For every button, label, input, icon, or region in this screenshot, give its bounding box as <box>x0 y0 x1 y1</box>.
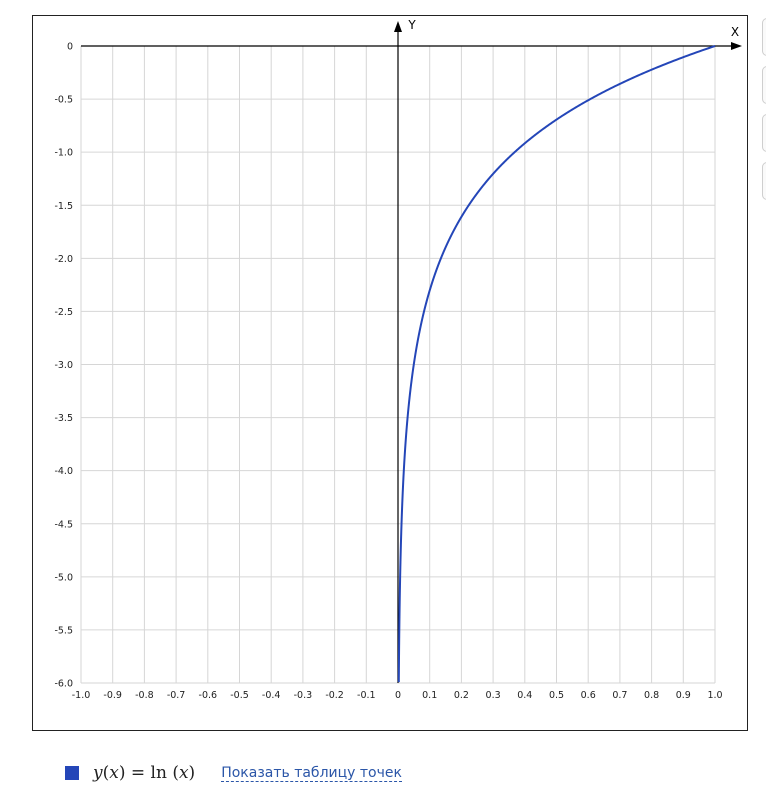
show-points-table-link[interactable]: Показать таблицу точек <box>221 764 402 782</box>
formula-x2: x <box>178 763 189 783</box>
x-tick-label: -0.3 <box>294 690 313 701</box>
y-tick-label: -4.5 <box>54 519 73 530</box>
x-tick-label: 0.3 <box>486 690 501 701</box>
y-tick-label: -0.5 <box>54 95 73 106</box>
x-tick-label: -0.1 <box>357 690 376 701</box>
fullscreen-button[interactable] <box>762 162 766 200</box>
x-tick-label: 0 <box>395 690 401 701</box>
x-tick-label: 1.0 <box>707 690 722 701</box>
x-tick-label: -0.4 <box>262 690 281 701</box>
x-tick-label: 0.2 <box>454 690 469 701</box>
y-tick-label: -2.0 <box>54 254 73 265</box>
y-tick-label: -5.0 <box>54 572 73 583</box>
x-tick-label: 0.5 <box>549 690 564 701</box>
x-tick-label: 0.4 <box>517 690 532 701</box>
x-tick-label: -0.5 <box>230 690 249 701</box>
x-tick-label: 0.1 <box>422 690 437 701</box>
y-tick-label: -2.5 <box>54 307 73 318</box>
formula-y: y <box>93 763 103 783</box>
x-tick-label: 0.8 <box>644 690 659 701</box>
formula-middle: ) = ln ( <box>118 763 179 783</box>
y-tick-label: 0 <box>67 42 73 53</box>
x-tick-label: -0.9 <box>103 690 122 701</box>
chart-frame: X Y -1.0 -0.9 -0.8 -0.7 -0.6 -0.5 -0.4 -0.3 -0.2 -0… <box>32 15 748 731</box>
y-tick-label: -1.5 <box>54 201 73 212</box>
legend-swatch <box>65 766 79 780</box>
x-tick-label: -1.0 <box>72 690 91 701</box>
formula-paren-open: ( <box>102 763 110 783</box>
x-axis-label: X <box>731 25 739 39</box>
y-tick-label: -5.5 <box>54 625 73 636</box>
x-tick-label: 0.9 <box>676 690 691 701</box>
chart-legend: y(x) = ln (x) Показать таблицу точек <box>65 760 402 786</box>
zoom-out-button[interactable] <box>762 66 766 104</box>
y-axis-arrow <box>394 21 402 32</box>
chart-svg: X Y -1.0 -0.9 -0.8 -0.7 -0.6 -0.5 -0.4 -0.3 -0.2 -0… <box>54 18 742 701</box>
x-tick-label: -0.8 <box>135 690 154 701</box>
y-tick-label: -3.5 <box>54 413 73 424</box>
y-tick-label: -4.0 <box>54 466 73 477</box>
x-tick-label: -0.7 <box>167 690 186 701</box>
x-tick-label: 0.7 <box>612 690 627 701</box>
series-line <box>397 45 716 683</box>
x-tick-label: 0.6 <box>581 690 596 701</box>
y-tick-label: -6.0 <box>54 679 73 690</box>
x-axis-arrow <box>731 42 742 50</box>
y-tick-label: -1.0 <box>54 148 73 159</box>
reset-view-button[interactable] <box>762 114 766 152</box>
legend-formula: y(x) = ln (x) <box>93 763 195 783</box>
formula-paren-close: ) <box>188 763 196 783</box>
y-tick-label: -3.0 <box>54 360 73 371</box>
zoom-in-button[interactable] <box>762 18 766 56</box>
formula-x: x <box>109 763 119 783</box>
x-tick-label: -0.2 <box>325 690 344 701</box>
x-tick-label: -0.6 <box>199 690 218 701</box>
y-axis-label: Y <box>407 18 416 32</box>
